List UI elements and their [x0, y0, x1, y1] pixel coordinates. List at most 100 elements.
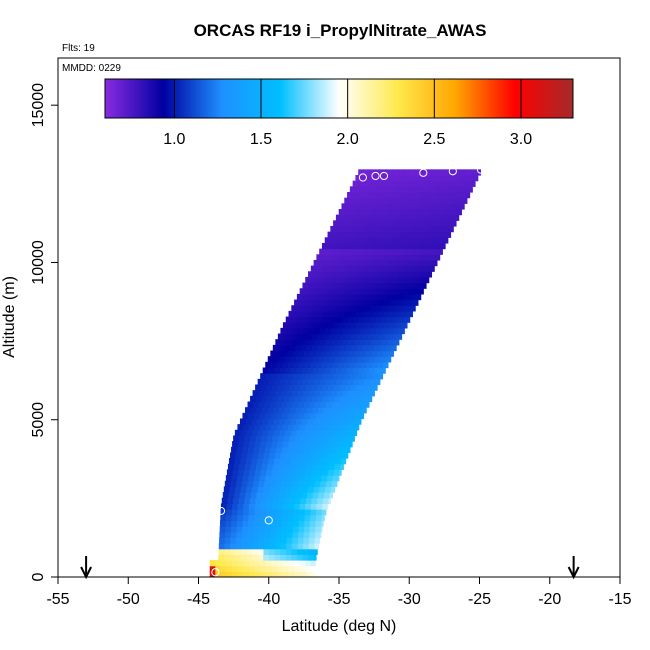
heatmap-cell — [277, 560, 284, 567]
heatmap-cell — [249, 469, 256, 476]
heatmap-cell — [347, 293, 354, 301]
heatmap-cell — [344, 424, 351, 431]
heatmap-cell — [314, 390, 321, 397]
heatmap-cell — [398, 293, 405, 301]
heatmap-cell — [242, 514, 249, 521]
heatmap-cell — [316, 441, 323, 448]
heatmap-cell — [260, 565, 267, 572]
heatmap-cell — [297, 537, 305, 544]
heatmap-cell — [319, 452, 327, 459]
heatmap-cell — [260, 441, 267, 448]
heatmap-cell — [288, 469, 295, 476]
heatmap-cell — [287, 475, 294, 482]
heatmap-cell — [299, 424, 306, 431]
heatmap-cell — [364, 248, 371, 255]
heatmap-cell — [355, 424, 360, 431]
heatmap-cell — [235, 543, 242, 550]
heatmap-cell — [311, 310, 318, 318]
heatmap-cell — [288, 560, 295, 567]
heatmap-cell — [287, 350, 294, 357]
heatmap-cell — [316, 322, 323, 329]
heatmap-cell — [308, 548, 315, 555]
heatmap-cell — [335, 214, 343, 221]
heatmap-cell — [306, 407, 314, 414]
heatmap-cell — [237, 514, 244, 521]
heatmap-cell — [377, 361, 384, 369]
heatmap-cell — [253, 446, 260, 454]
heatmap-cell — [467, 186, 473, 193]
heatmap-cell — [420, 259, 427, 267]
heatmap-cell — [386, 259, 393, 267]
heatmap-cell — [383, 186, 390, 193]
heatmap-cell — [282, 571, 290, 577]
heatmap-cell — [333, 441, 340, 448]
heatmap-cell — [349, 412, 356, 420]
heatmap-cell — [271, 560, 278, 567]
heatmap-cell — [299, 509, 306, 516]
heatmap-cell — [303, 452, 310, 459]
heatmap-cell — [338, 373, 346, 380]
heatmap-cell — [311, 395, 319, 403]
heatmap-cell — [294, 333, 301, 340]
heatmap-cell — [462, 197, 468, 204]
sample-marker — [448, 167, 457, 176]
heatmap-cell — [448, 225, 454, 233]
heatmap-cell — [324, 248, 332, 255]
heatmap-cell — [366, 242, 374, 250]
heatmap-cell — [290, 356, 297, 363]
heatmap-cell — [260, 571, 267, 577]
heatmap-cell — [333, 469, 340, 476]
heatmap-cell — [414, 248, 421, 255]
heatmap-cell — [319, 486, 326, 493]
heatmap-cell — [324, 259, 332, 267]
heatmap-cell — [265, 565, 273, 572]
heatmap-cell — [314, 548, 318, 555]
heatmap-cell — [417, 276, 424, 284]
heatmap-cell — [310, 571, 316, 577]
heatmap-cell — [316, 424, 323, 431]
heatmap-cell — [386, 192, 393, 199]
heatmap-cell — [428, 197, 435, 204]
heatmap-cell — [300, 395, 307, 403]
heatmap-cell — [271, 571, 278, 577]
heatmap-cell — [300, 384, 307, 391]
heatmap-cell — [414, 203, 421, 210]
heatmap-cell — [313, 293, 320, 301]
heatmap-cell — [316, 509, 323, 516]
heatmap-cell — [313, 271, 320, 278]
heatmap-cell — [352, 237, 360, 244]
heatmap-cell — [317, 395, 324, 403]
heatmap-cell — [318, 492, 325, 499]
heatmap-cell — [283, 435, 290, 442]
heatmap-cell — [358, 169, 365, 176]
heatmap-cell — [380, 214, 388, 221]
y-tick-label: 15000 — [30, 83, 47, 128]
heatmap-cell — [272, 463, 280, 471]
heatmap-cell — [237, 441, 244, 448]
heatmap-cell — [414, 180, 421, 187]
heatmap-cell — [320, 446, 328, 454]
heatmap-cell — [431, 169, 438, 176]
heatmap-cell — [269, 531, 277, 538]
heatmap-cell — [262, 429, 270, 437]
heatmap-cell — [264, 480, 271, 488]
heatmap-cell — [370, 390, 375, 397]
heatmap-cell — [325, 378, 332, 386]
heatmap-cell — [411, 220, 419, 227]
heatmap-cell — [473, 175, 479, 182]
heatmap-cell — [272, 497, 279, 504]
heatmap-cell — [375, 305, 382, 312]
heatmap-cell — [322, 333, 330, 340]
heatmap-cell — [257, 378, 264, 386]
heatmap-cell — [341, 282, 349, 289]
heatmap-cell — [355, 299, 363, 306]
heatmap-cell — [268, 554, 276, 561]
heatmap-cell — [287, 520, 294, 527]
heatmap-cell — [335, 225, 343, 233]
heatmap-cell — [232, 565, 239, 572]
heatmap-cell — [404, 327, 405, 335]
heatmap-cell — [341, 293, 349, 301]
heatmap-cell — [347, 378, 354, 386]
heatmap-cell — [257, 486, 264, 493]
heatmap-cell — [462, 186, 469, 193]
